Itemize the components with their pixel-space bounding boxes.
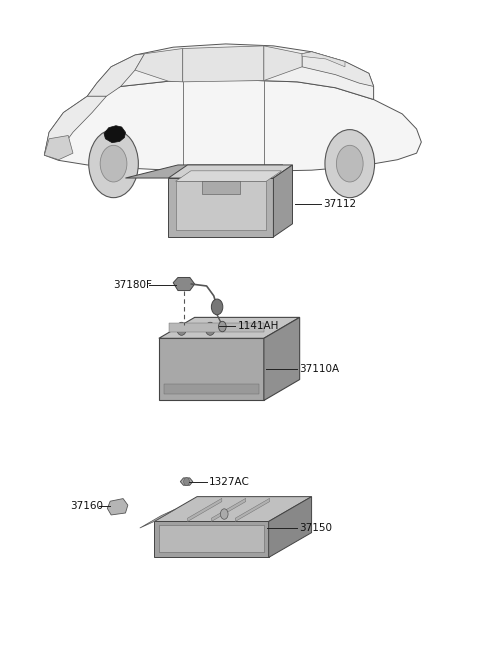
Polygon shape (154, 497, 312, 522)
Polygon shape (168, 178, 274, 237)
Text: 1141AH: 1141AH (238, 321, 279, 331)
Polygon shape (87, 54, 144, 97)
Text: 1327AC: 1327AC (209, 476, 250, 487)
Polygon shape (176, 181, 266, 231)
Polygon shape (180, 478, 193, 486)
Circle shape (89, 129, 138, 198)
Polygon shape (211, 499, 246, 522)
Polygon shape (264, 317, 300, 401)
Polygon shape (104, 125, 125, 143)
Polygon shape (269, 497, 312, 558)
Circle shape (325, 129, 374, 198)
Polygon shape (44, 135, 73, 160)
Polygon shape (169, 323, 264, 332)
Polygon shape (176, 171, 281, 181)
Polygon shape (302, 52, 345, 67)
Text: 37160: 37160 (71, 501, 104, 511)
Polygon shape (108, 499, 128, 515)
Polygon shape (264, 46, 302, 81)
Circle shape (205, 322, 215, 335)
Polygon shape (235, 499, 270, 522)
Polygon shape (159, 317, 300, 338)
Polygon shape (202, 181, 240, 194)
Circle shape (100, 145, 127, 182)
Text: 37110A: 37110A (300, 364, 340, 374)
Polygon shape (44, 97, 107, 155)
Polygon shape (173, 277, 195, 290)
Polygon shape (140, 509, 176, 528)
Polygon shape (154, 522, 269, 558)
Circle shape (220, 509, 228, 519)
Polygon shape (168, 165, 292, 178)
Text: 37150: 37150 (300, 523, 333, 533)
Text: 37180F: 37180F (114, 280, 153, 290)
Text: 37112: 37112 (324, 199, 357, 209)
Polygon shape (159, 525, 264, 552)
Polygon shape (44, 80, 421, 171)
Circle shape (336, 145, 363, 182)
Circle shape (177, 322, 186, 335)
Polygon shape (274, 165, 292, 237)
Circle shape (184, 478, 190, 486)
Polygon shape (125, 165, 283, 178)
Polygon shape (183, 46, 264, 82)
Polygon shape (302, 52, 373, 87)
Circle shape (218, 321, 226, 332)
Polygon shape (159, 338, 264, 401)
Polygon shape (164, 384, 259, 394)
Polygon shape (188, 499, 222, 522)
Polygon shape (135, 49, 183, 82)
Polygon shape (87, 44, 373, 99)
Circle shape (211, 299, 223, 315)
